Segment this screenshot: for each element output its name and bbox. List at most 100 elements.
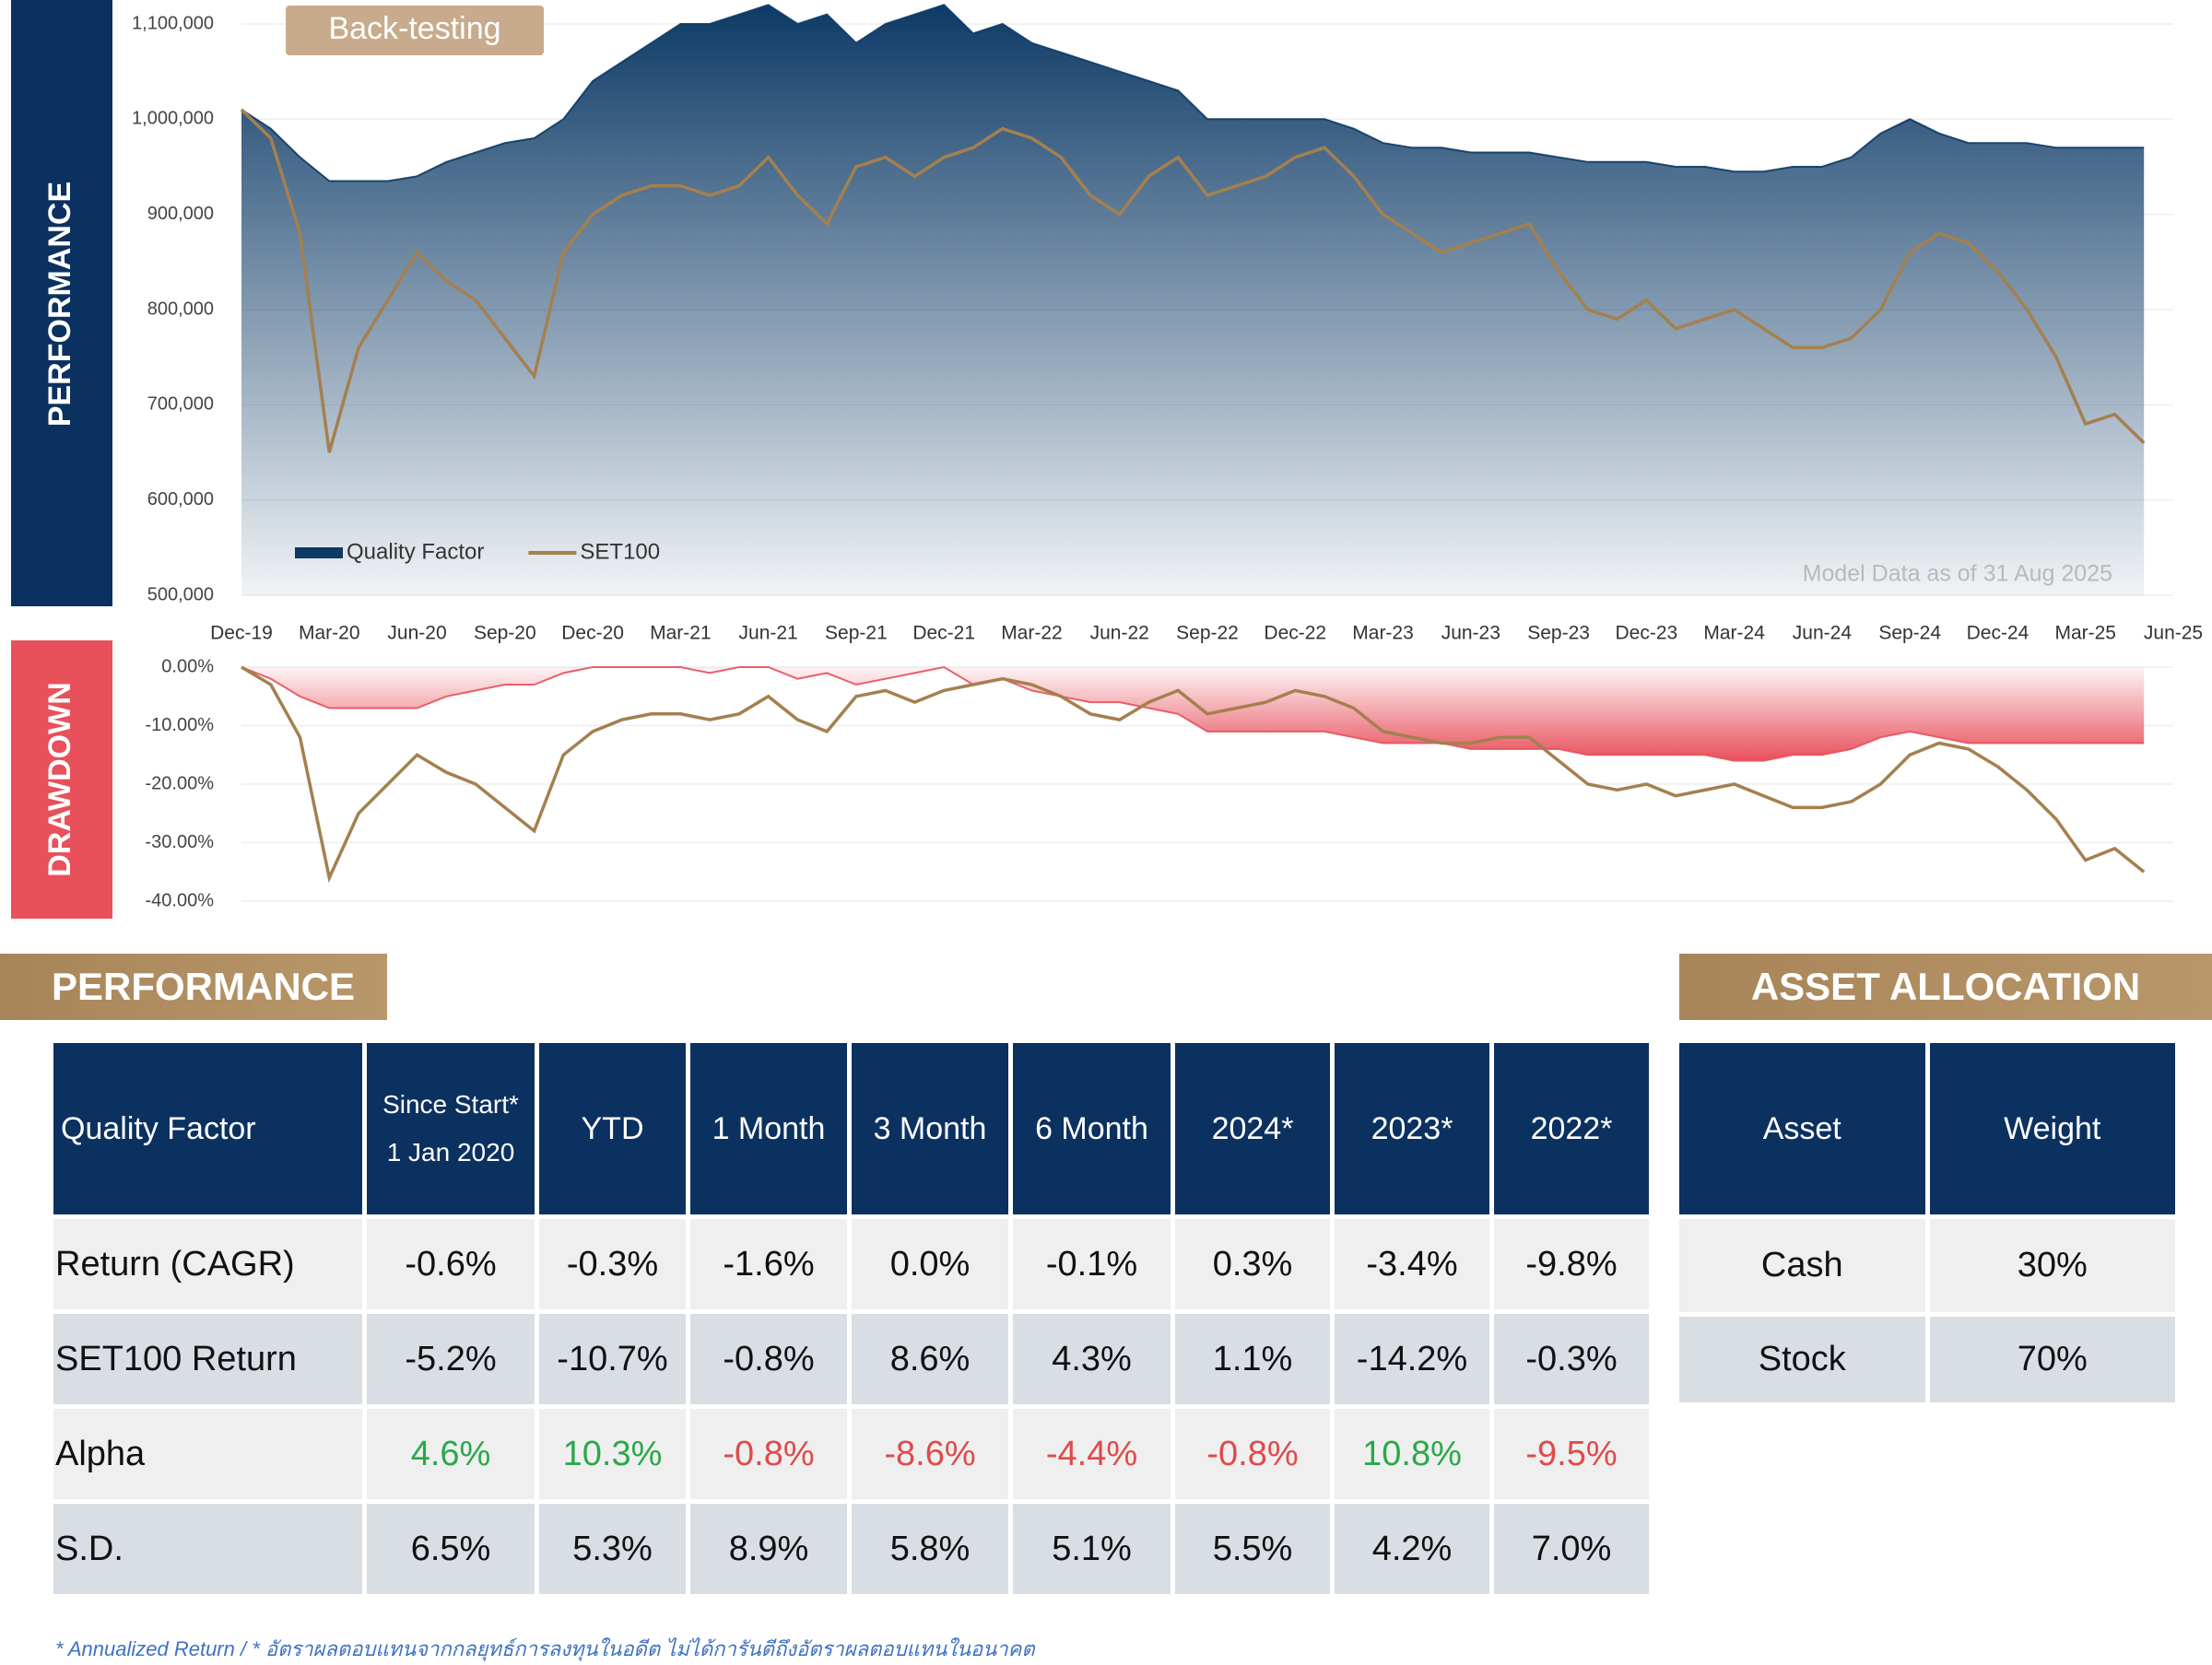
area-line: [241, 665, 2145, 762]
header-text: Asset: [1762, 1110, 1841, 1146]
header-cell: 2024*: [1175, 1043, 1330, 1214]
header-cell: 6 Month: [1013, 1043, 1171, 1214]
section-bar: ASSET ALLOCATION: [1679, 954, 2212, 1020]
x-tick-label: Mar-24: [1703, 623, 1765, 644]
cell: -0.3%: [566, 1244, 659, 1284]
header-text: 6 Month: [1035, 1110, 1148, 1146]
cell: -0.8%: [1206, 1434, 1299, 1473]
y-tick-label: 1,000,000: [132, 109, 214, 129]
y-tick-label: 500,000: [147, 584, 214, 604]
charts: PERFORMANCE DRAWDOWN 500,000 600,000 700,0…: [11, 0, 2203, 919]
x-tick-label: Dec-23: [1616, 623, 1678, 644]
x-tick-label: Dec-19: [210, 623, 273, 644]
x-tick-label: Jun-21: [739, 623, 798, 644]
side-label: DRAWDOWN: [42, 682, 77, 877]
cell: -3.4%: [1366, 1244, 1458, 1284]
header-cell: 1 Month: [690, 1043, 847, 1214]
y-tick-label: -40.00%: [146, 890, 215, 910]
side-label: PERFORMANCE: [42, 182, 77, 427]
note: Model Data as of 31 Aug 2025: [1803, 561, 2112, 587]
x-tick-label: Sep-21: [825, 623, 888, 644]
x-tick-label: Mar-21: [650, 623, 712, 644]
x-tick-label: Jun-20: [387, 623, 446, 644]
cell: SET100 Return: [55, 1339, 297, 1378]
header-cell: Weight: [1929, 1043, 2175, 1214]
cell: -8.6%: [884, 1434, 976, 1473]
header-line: Since Start*: [382, 1090, 519, 1119]
cell: Stock: [1758, 1340, 1846, 1378]
cell: 8.6%: [889, 1339, 971, 1378]
cell: Return (CAGR): [55, 1244, 295, 1284]
cell: -10.7%: [557, 1339, 668, 1378]
cell: 4.2%: [1371, 1529, 1453, 1568]
cell: 8.9%: [728, 1529, 809, 1568]
x-tick-label: Dec-24: [1967, 623, 2030, 644]
legend-label: SET100: [580, 539, 660, 564]
cell: -0.3%: [1525, 1339, 1618, 1378]
header-cell: YTD: [539, 1043, 686, 1214]
legend-swatch: [295, 547, 343, 558]
x-tick-label: Jun-22: [1090, 623, 1149, 644]
row: Alpha 4.6% 10.3% -0.8% -8.6% -4.4% -0.8% 10.8% -…: [53, 1409, 1649, 1499]
cell: -0.1%: [1045, 1244, 1138, 1284]
header-row: Quality Factor Since Start* 1 Jan 2020 YTD 1…: [53, 1043, 1649, 1214]
line: [240, 108, 2146, 453]
cell: 7.0%: [1531, 1529, 1612, 1568]
side-panel: [11, 0, 112, 606]
cell: -0.6%: [405, 1244, 497, 1284]
allocation-table: Asset Weight Cash 30% Stock 70%: [1675, 1038, 2180, 1407]
area-line: [241, 4, 2145, 182]
header-text: 2022*: [1530, 1110, 1613, 1146]
cell: 4.6%: [410, 1434, 491, 1473]
section-title: ASSET ALLOCATION: [1750, 965, 2141, 1008]
header-cell: 2022*: [1494, 1043, 1649, 1214]
x-tick-label: Jun-23: [1441, 623, 1500, 644]
side-panel: [11, 640, 112, 919]
header-cell: Quality Factor: [53, 1043, 362, 1214]
area: [241, 667, 2145, 761]
row: S.D. 6.5% 5.3% 8.9% 5.8% 5.1% 5.5% 4.2% 7.0%: [53, 1504, 1649, 1594]
header-cell: 2023*: [1335, 1043, 1489, 1214]
cell: 0.0%: [889, 1244, 971, 1284]
cell: 5.1%: [1052, 1529, 1132, 1568]
x-tick-label: Sep-22: [1176, 623, 1239, 644]
cell: 4.3%: [1052, 1339, 1132, 1378]
header-line: 1 Jan 2020: [386, 1138, 515, 1167]
area: [241, 5, 2145, 596]
x-tick-label: Jun-24: [1793, 623, 1853, 644]
row: Return (CAGR) -0.6% -0.3% -1.6% 0.0% -0.1% 0.3…: [53, 1219, 1649, 1309]
cell: -5.2%: [405, 1339, 497, 1378]
section-bar: PERFORMANCE: [0, 954, 387, 1020]
cell: 10.8%: [1362, 1434, 1462, 1473]
y-tick-label: 900,000: [147, 204, 214, 224]
header-text: YTD: [581, 1110, 644, 1146]
x-tick-label: Mar-20: [299, 623, 360, 644]
y-tick-label: 700,000: [147, 394, 214, 415]
cell: 70%: [2017, 1340, 2088, 1378]
cell: 30%: [2017, 1246, 2088, 1284]
x-tick-label: Sep-24: [1878, 623, 1941, 644]
cell: 0.3%: [1212, 1244, 1293, 1284]
header-cell: Since Start* 1 Jan 2020: [367, 1043, 535, 1214]
cell: 10.3%: [562, 1434, 663, 1473]
x-tick-label: Mar-22: [1001, 623, 1063, 644]
cell: 5.8%: [889, 1529, 971, 1568]
x-tick-label: Sep-20: [474, 623, 536, 644]
x-tick-label: Dec-20: [561, 623, 624, 644]
cell: -4.4%: [1045, 1434, 1138, 1473]
cell: -0.8%: [723, 1434, 815, 1473]
cell: S.D.: [55, 1529, 124, 1568]
y-tick-label: -10.00%: [146, 715, 215, 735]
header-text: 3 Month: [873, 1110, 987, 1146]
badge: [286, 6, 544, 55]
header-text: 2024*: [1211, 1110, 1294, 1146]
header-text: 2023*: [1371, 1110, 1453, 1146]
x-tick-label: Dec-22: [1264, 623, 1326, 644]
cell: -14.2%: [1356, 1339, 1468, 1378]
y-tick-label: -30.00%: [146, 832, 215, 852]
performance-table: Quality Factor Since Start* 1 Jan 2020 YTD 1…: [49, 1038, 1653, 1599]
row: Stock 70%: [1679, 1317, 2175, 1402]
cell: Cash: [1760, 1246, 1843, 1284]
legend-label: Quality Factor: [347, 539, 484, 564]
